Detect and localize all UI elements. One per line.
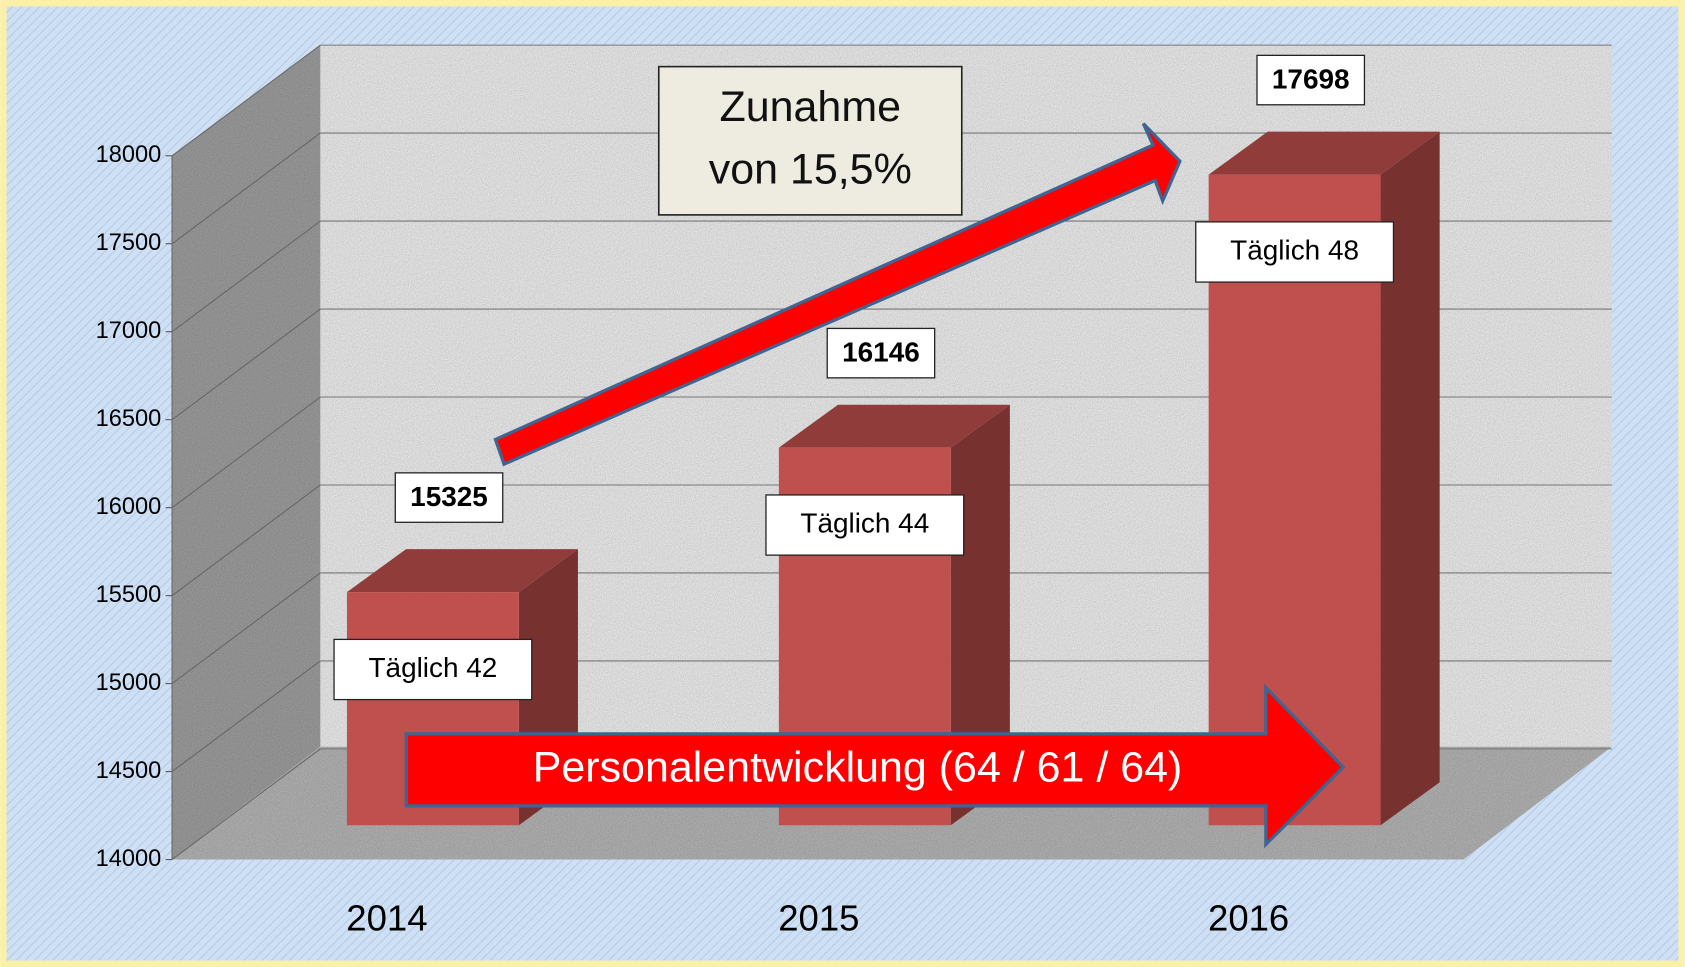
daily-box	[333, 638, 533, 701]
grid-line	[171, 484, 321, 597]
value-label: 15325	[410, 481, 488, 512]
y-tick-label: 17000	[96, 318, 162, 344]
bar-top	[346, 549, 578, 593]
y-tick-label: 17500	[96, 230, 162, 256]
increase-label: von 15,5%	[709, 145, 912, 193]
grid-line	[171, 220, 321, 333]
value-label-box	[1256, 54, 1366, 106]
increase-arrow	[493, 122, 1182, 467]
increase-label: Zunahme	[720, 83, 902, 131]
grid-line	[171, 660, 321, 773]
staff-label: Personalentwicklung (64 / 61 / 64)	[533, 744, 1183, 792]
bar-top	[778, 404, 1010, 448]
staff-arrow	[404, 683, 1346, 849]
grid-line	[171, 44, 321, 157]
value-label-box	[394, 472, 504, 523]
bar-side	[1380, 131, 1440, 826]
daily-label: Täglich 42	[368, 652, 497, 683]
grid-line	[171, 572, 321, 685]
grid-line	[171, 396, 321, 509]
y-tick-label: 16000	[96, 494, 162, 520]
grid-line	[171, 748, 321, 860]
x-tick-label: 2014	[346, 897, 427, 938]
x-tick-label: 2016	[1208, 897, 1289, 938]
bar-side	[950, 404, 1010, 826]
increase-box	[657, 65, 963, 216]
daily-label: Täglich 48	[1230, 234, 1359, 265]
bar-top	[1208, 131, 1440, 175]
y-tick-label: 16500	[96, 406, 162, 432]
grid-line	[171, 132, 321, 245]
value-label: 16146	[842, 337, 920, 368]
daily-box	[765, 494, 965, 556]
y-tick-label: 15000	[96, 670, 162, 696]
x-tick-label: 2015	[778, 897, 859, 938]
y-tick-label: 14000	[96, 846, 162, 872]
y-tick-label: 18000	[96, 142, 162, 168]
grid-line	[171, 308, 321, 421]
y-tick-label: 14500	[96, 758, 162, 784]
labels: 2014 15325 Täglich 42 2015 16146 Täglich 44 20…	[333, 54, 1395, 938]
value-label-box	[826, 327, 936, 379]
daily-label: Täglich 44	[800, 507, 929, 538]
value-label: 17698	[1272, 64, 1350, 95]
y-tick-label: 15500	[96, 582, 162, 608]
daily-box	[1195, 221, 1395, 283]
